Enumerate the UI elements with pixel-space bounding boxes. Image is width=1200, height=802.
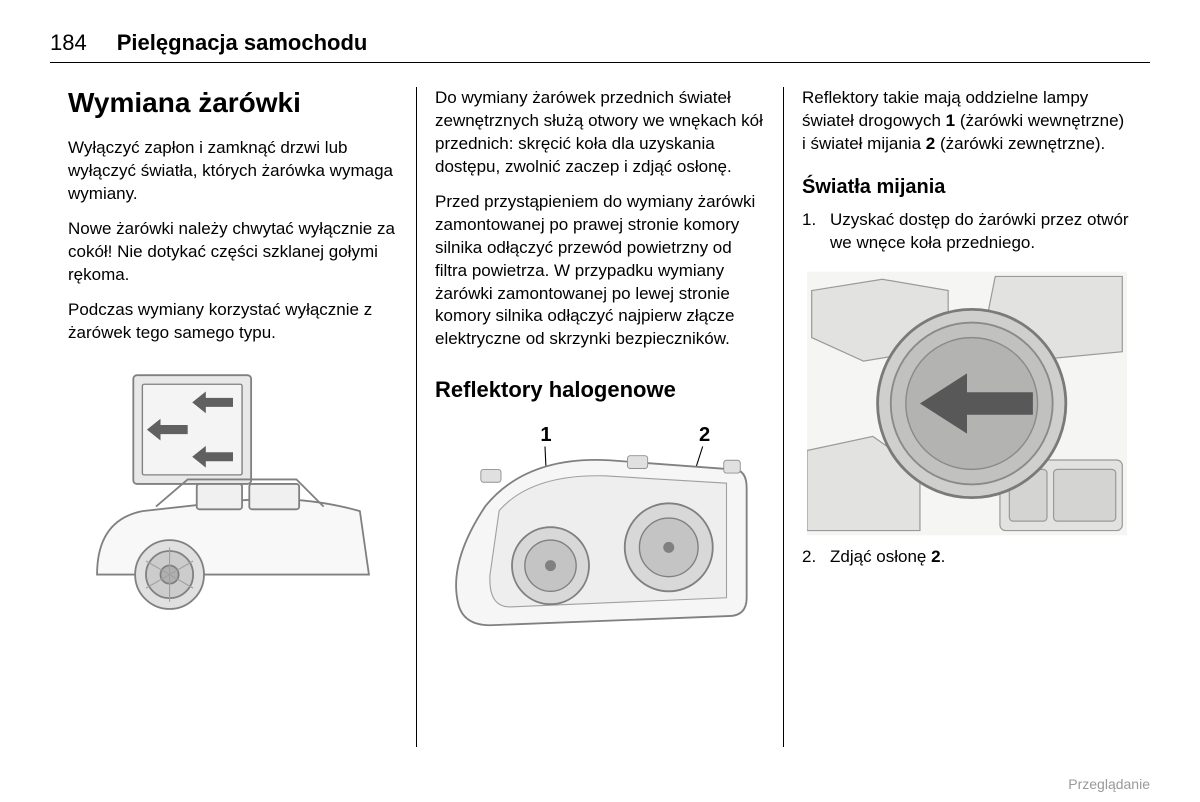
col1-p3: Podczas wymiany korzystać wyłącznie z ża…: [68, 299, 398, 345]
col2-p2: Przed przystąpieniem do wymiany żarówki …: [435, 191, 765, 352]
callout-2-label: 2: [699, 424, 710, 446]
col1-p1: Wyłączyć zapłon i zamknąć drzwi lub wyłą…: [68, 137, 398, 206]
column-right: Reflektory takie mają oddzielne lampy św…: [784, 87, 1150, 747]
steps-list: 1. Uzyskać dostęp do żarówki przez otwór…: [802, 209, 1132, 265]
section-title: Wymiana żarówki: [68, 87, 398, 119]
column-center: Do wymiany żarówek przednich świateł zew…: [416, 87, 784, 747]
content-columns: Wymiana żarówki Wyłączyć zapłon i zamkną…: [50, 87, 1150, 747]
car-access-illustration: [68, 363, 398, 623]
col3-p1: Reflektory takie mają oddzielne lampy św…: [802, 87, 1132, 156]
page-header: 184 Pielęgnacja samochodu: [50, 30, 1150, 63]
col3-subsub-title: Światła mijania: [802, 176, 1132, 199]
page-number: 184: [50, 30, 87, 56]
col2-p1: Do wymiany żarówek przednich świateł zew…: [435, 87, 765, 179]
col1-p2: Nowe żarówki należy chwytać wyłącznie za…: [68, 218, 398, 287]
step-2: 2. Zdjąć osłonę 2.: [802, 546, 1132, 569]
callout-1-label: 1: [540, 424, 551, 446]
col2-subtitle: Reflektory halogenowe: [435, 377, 765, 403]
cover-removal-illustration: [802, 271, 1132, 536]
footer-text: Przeglądanie: [1068, 776, 1150, 792]
column-left: Wymiana żarówki Wyłączyć zapłon i zamkną…: [50, 87, 416, 747]
headlamp-illustration: 1 2: [435, 419, 765, 639]
step-1: 1. Uzyskać dostęp do żarówki przez otwór…: [802, 209, 1132, 255]
steps-list-2: 2. Zdjąć osłonę 2.: [802, 546, 1132, 579]
chapter-title: Pielęgnacja samochodu: [117, 30, 368, 56]
